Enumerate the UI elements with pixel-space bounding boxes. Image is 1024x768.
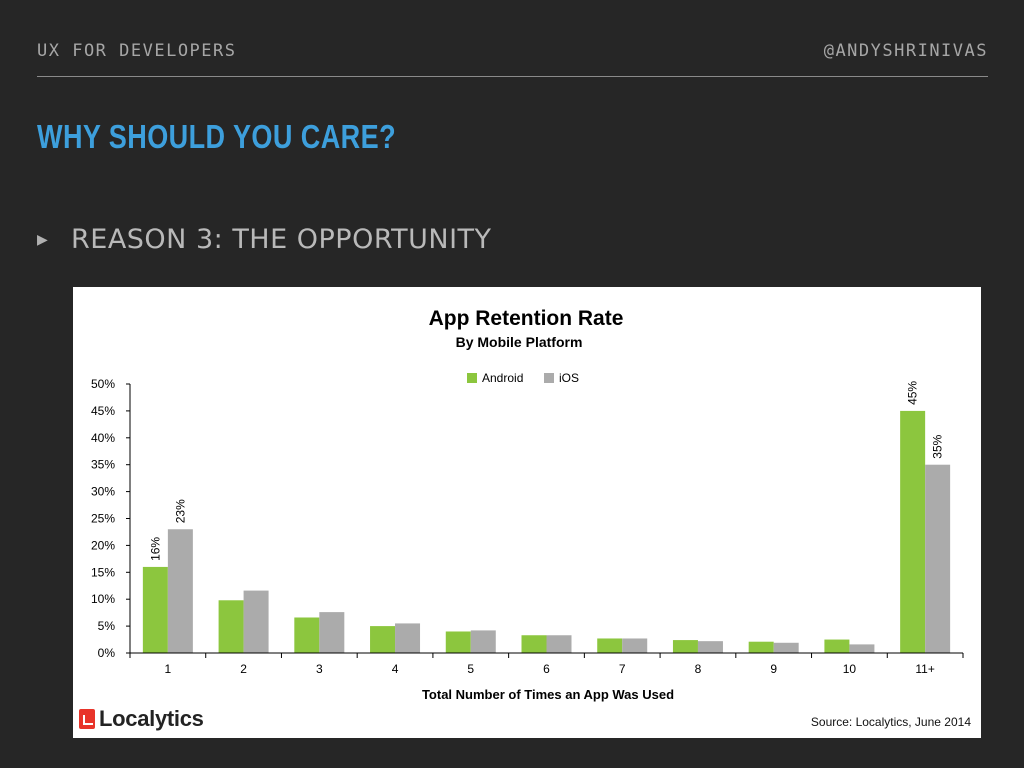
data-label: 16%	[148, 537, 162, 561]
bar-android-11+	[900, 410, 926, 653]
header-author-handle: @ANDYSHRINIVAS	[823, 41, 988, 61]
chart-legend: Android iOS	[467, 371, 579, 385]
bullet-arrow-icon: ▶	[37, 231, 48, 248]
bullet-item: ▶ REASON 3: THE OPPORTUNITY	[37, 224, 492, 255]
bar-android-10	[824, 639, 850, 653]
x-axis-title: Total Number of Times an App Was Used	[422, 687, 674, 702]
x-tick-label: 9	[770, 662, 777, 676]
bar-ios-11+	[925, 464, 951, 653]
y-tick-label: 20%	[91, 538, 115, 552]
bar-ios-3	[319, 612, 345, 653]
bar-android-3	[294, 617, 320, 653]
bar-ios-2	[243, 590, 269, 653]
y-tick-label: 0%	[98, 646, 116, 660]
bar-ios-8	[697, 641, 723, 653]
y-tick-label: 40%	[91, 431, 115, 445]
bar-android-1	[142, 566, 168, 653]
chart-subtitle: By Mobile Platform	[456, 334, 583, 350]
logo-text: Localytics	[99, 706, 204, 731]
y-tick-label: 10%	[91, 592, 115, 606]
bar-ios-6	[546, 635, 572, 653]
bar-ios-9	[773, 642, 799, 653]
x-axis: 1 2 3 4 5 6 7 8 9 10 11+	[129, 652, 964, 676]
header-course-title: UX FOR DEVELOPERS	[37, 41, 237, 61]
data-label: 45%	[906, 381, 920, 405]
legend-swatch-android	[467, 373, 477, 383]
x-tick-label: 11+	[915, 662, 934, 676]
y-tick-label: 25%	[91, 512, 115, 526]
x-tick-label: 7	[619, 662, 626, 676]
localytics-logo: Localytics	[79, 706, 204, 732]
chart-title: App Retention Rate	[429, 307, 624, 330]
legend-label-android: Android	[482, 371, 523, 385]
chart-svg: App Retention Rate By Mobile Platform An…	[91, 307, 964, 702]
x-tick-label: 6	[543, 662, 550, 676]
localytics-logo-icon	[79, 709, 95, 729]
x-tick-label: 10	[843, 662, 857, 676]
legend-label-ios: iOS	[559, 371, 579, 385]
y-tick-label: 30%	[91, 485, 115, 499]
bar-android-7	[597, 638, 623, 653]
bars-group: 16% 23% 45% 35%	[142, 381, 951, 653]
x-tick-label: 1	[165, 662, 172, 676]
bar-ios-7	[622, 638, 648, 653]
bar-android-9	[748, 641, 774, 653]
bar-android-5	[445, 631, 471, 653]
y-tick-label: 35%	[91, 458, 115, 472]
bar-android-2	[218, 600, 244, 653]
slide-header: UX FOR DEVELOPERS @ANDYSHRINIVAS	[37, 38, 988, 77]
data-label: 35%	[931, 434, 945, 458]
bar-ios-1	[167, 529, 193, 653]
y-tick-label: 15%	[91, 565, 115, 579]
bar-ios-4	[395, 623, 421, 653]
x-tick-label: 2	[240, 662, 247, 676]
data-label: 23%	[173, 499, 187, 523]
bar-ios-10	[849, 644, 875, 653]
chart-source: Source: Localytics, June 2014	[810, 715, 971, 729]
bar-android-6	[521, 635, 547, 653]
x-tick-label: 5	[467, 662, 474, 676]
bar-ios-5	[470, 630, 496, 653]
bar-android-4	[370, 626, 396, 653]
y-axis: 0% 5% 10% 15% 20% 25% 30% 35% 40% 45% 50%	[91, 377, 131, 660]
x-tick-label: 4	[392, 662, 399, 676]
x-tick-label: 3	[316, 662, 323, 676]
retention-chart: App Retention Rate By Mobile Platform An…	[73, 287, 981, 738]
legend-swatch-ios	[544, 373, 554, 383]
bullet-text: REASON 3: THE OPPORTUNITY	[71, 224, 492, 255]
y-tick-label: 50%	[91, 377, 115, 391]
x-tick-label: 8	[695, 662, 702, 676]
bar-android-8	[672, 640, 698, 653]
y-tick-label: 5%	[98, 619, 116, 633]
y-tick-label: 45%	[91, 404, 115, 418]
slide-title: WHY SHOULD YOU CARE?	[37, 118, 397, 155]
